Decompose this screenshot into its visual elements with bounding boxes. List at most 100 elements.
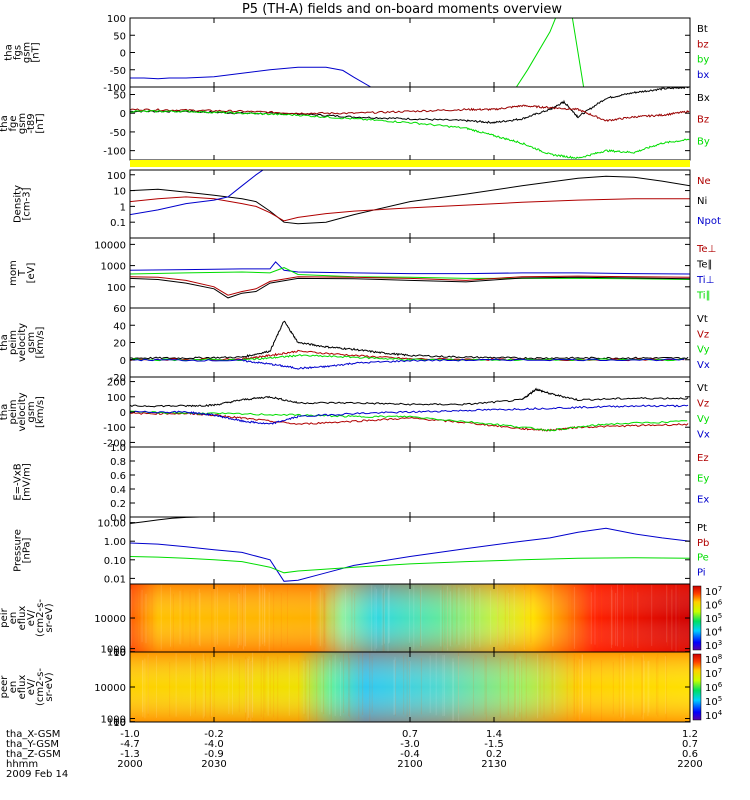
panel-legend: Te⊥ Te∥ Ti⊥ Ti∥	[696, 244, 716, 302]
ylabel-line: fgs	[13, 45, 24, 60]
ylabel-line: sr-eV)	[44, 603, 55, 632]
ylabel-line: [mV/m]	[22, 463, 33, 501]
legend-entry: Ti⊥	[696, 275, 714, 286]
y-tick-label: 0.6	[110, 471, 126, 482]
legend-entry: Bz	[697, 115, 709, 126]
colorbar-tick-label: 107	[705, 585, 722, 598]
ylabel-line: eflux	[17, 675, 28, 700]
y-ticks: 200 100 0 -100 -200	[103, 378, 690, 449]
colorbar-gradient	[692, 585, 702, 651]
ylabel-line: tha	[4, 44, 15, 60]
panel-plot-area	[130, 87, 690, 160]
x-tick-label: -1.3	[120, 749, 140, 760]
legend-entry: Bt	[697, 24, 708, 35]
y-tick-label: 100	[107, 718, 126, 729]
colorbar-tick-exponent: 5	[718, 612, 722, 620]
colorbar-tick-exponent: 6	[718, 681, 723, 689]
panel-ylabel: thafgsgsm[nT]	[4, 42, 42, 63]
legend-entry: Ti∥	[696, 291, 711, 302]
colorbar-tick-label: 105	[705, 612, 722, 625]
panel-ylabel: thapeirenefluxeV/(cm2-s-sr-eV)	[0, 599, 55, 637]
series-Vx-line	[130, 404, 689, 425]
ylabel-line: peim	[8, 399, 19, 424]
x-tick-label: 1.4	[486, 729, 502, 740]
ylabel-line: eV/	[26, 609, 37, 626]
x-tick-label: -1.5	[484, 739, 504, 750]
legend-entry: Npot	[697, 216, 721, 227]
legend-entry: Vz	[697, 399, 709, 410]
ylabel-line: tha	[0, 334, 10, 350]
series-Vt-line	[130, 387, 689, 408]
panel-legend: Vt Vz Vy Vx	[697, 314, 710, 371]
x-tick-label: 2100	[397, 759, 422, 770]
ylabel-line: E=-VxB	[13, 463, 24, 500]
panel-frame	[129, 376, 691, 448]
legend-entry: Pi	[697, 567, 706, 578]
x-tick-label: 0.6	[682, 749, 698, 760]
x-tick-label: 1.2	[682, 729, 698, 740]
panel-plot-area	[130, 18, 585, 87]
y-tick-label: 100	[107, 14, 126, 25]
panel-plot-area	[130, 517, 690, 582]
colorbar-tick-exponent: 5	[718, 695, 722, 703]
colorbar-tick-label: 104	[705, 626, 723, 639]
panel-legend: Ez Ey Ex	[697, 453, 709, 505]
y-tick-label: 100	[107, 393, 126, 404]
panel-frame	[129, 516, 691, 585]
ylabel-line: [cm-3]	[22, 187, 33, 220]
legend-entry: Vx	[697, 360, 710, 371]
y-tick-label: 10000	[94, 240, 126, 251]
x-axis-row-label: tha_X-GSM	[6, 729, 60, 740]
y-tick-label: 100	[107, 283, 126, 294]
x-tick-label: 2000	[117, 759, 142, 770]
colorbar-gradient	[692, 653, 702, 721]
y-tick-label: 50	[113, 31, 126, 42]
y-tick-label: 1.0	[110, 443, 126, 454]
panel-density: Density[cm-3] Ne Ni Npot 100 10 1 0.1	[13, 169, 721, 239]
panel-plot-area	[130, 170, 690, 225]
panel-ylabel: momT[eV]	[8, 260, 37, 286]
ylabel-line: tha	[0, 610, 1, 626]
colorbar-tick-exponent: 6	[718, 599, 723, 607]
series-Pi-line	[130, 527, 690, 582]
series-Te-line	[130, 276, 690, 299]
y-tick-label: -100	[103, 83, 126, 94]
colorbar-tick-exponent: 3	[718, 639, 722, 647]
y-tick-label: 0.1	[110, 218, 126, 229]
x-axis: tha_X-GSMtha_Y-GSMtha_Z-GSMhhmm-1.0-4.7-…	[6, 729, 703, 770]
ylabel-line: [eV]	[26, 263, 37, 284]
panel-legend: Ne Ni Npot	[697, 176, 721, 227]
x-tick-label: 2130	[481, 759, 506, 770]
y-tick-label: 40	[113, 321, 126, 332]
y-tick-label: 0.10	[104, 556, 126, 567]
x-tick-label: -4.7	[120, 739, 140, 750]
legend-entry: bz	[697, 39, 709, 50]
panel-plot-area	[130, 261, 690, 299]
colorbar-tick-exponent: 4	[718, 709, 723, 717]
ylabel-line: gsm	[26, 401, 37, 422]
y-ticks: 50 0 -50 -100	[103, 90, 690, 158]
y-tick-label: 60	[113, 304, 126, 315]
ylabel-line: [km/s]	[35, 326, 46, 358]
x-tick-label: 2200	[677, 759, 702, 770]
y-tick-label: -200	[103, 438, 126, 449]
panel-plot-area	[130, 584, 690, 652]
legend-entry: By	[697, 136, 710, 147]
y-ticks: 1.0 0.8 0.6 0.4 0.2 0.0	[110, 443, 690, 524]
y-ticks: 100 50 0 -50 -100	[103, 14, 690, 94]
y-ticks: 10.00 1.00 0.10 0.01	[97, 519, 690, 585]
series-Pe-line	[130, 556, 690, 574]
y-tick-label: 0	[120, 408, 126, 419]
colorbar-tick-label: 106	[705, 681, 723, 694]
legend-entry: Vz	[697, 329, 709, 340]
legend-entry: Vx	[697, 430, 710, 441]
panel-ylabel: thafgegsm-t89[nT]	[0, 113, 46, 134]
panel-ylabel: Density[cm-3]	[13, 185, 33, 223]
panel-legend: Pt Pb Pe Pi	[697, 523, 709, 578]
panel-plot-area	[130, 320, 689, 370]
y-tick-label: 10	[113, 648, 126, 659]
series-Npot-line	[130, 170, 264, 216]
colorbar-tick-exponent: 7	[718, 667, 722, 675]
series-Ne-line	[130, 196, 690, 222]
y-ticks: 100 10 1 0.1	[107, 171, 690, 229]
